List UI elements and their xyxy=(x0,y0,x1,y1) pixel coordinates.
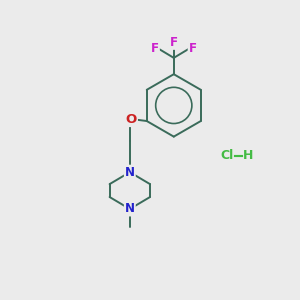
Text: H: H xyxy=(243,149,253,162)
Text: F: F xyxy=(170,36,178,49)
Text: Cl: Cl xyxy=(221,149,234,162)
Text: N: N xyxy=(125,202,135,215)
Text: O: O xyxy=(126,113,137,126)
Text: N: N xyxy=(125,166,135,178)
Text: F: F xyxy=(151,42,159,56)
Text: F: F xyxy=(189,42,196,56)
